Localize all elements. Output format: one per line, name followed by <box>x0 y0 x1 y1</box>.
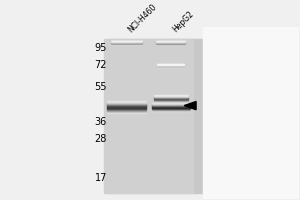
Text: 72: 72 <box>94 60 107 70</box>
Bar <box>106 112 146 113</box>
Bar <box>106 111 146 112</box>
Bar <box>152 110 190 111</box>
Bar <box>158 64 184 65</box>
Bar <box>106 101 146 102</box>
Bar <box>104 39 148 193</box>
Bar <box>152 108 190 109</box>
Bar <box>108 39 203 193</box>
Bar <box>152 106 190 107</box>
Bar <box>152 107 190 108</box>
Bar <box>106 107 146 108</box>
Bar <box>106 110 146 111</box>
Bar <box>106 104 146 105</box>
Bar <box>106 102 146 103</box>
Bar <box>152 104 190 105</box>
Bar <box>106 103 146 104</box>
Text: 28: 28 <box>94 134 107 144</box>
Text: 36: 36 <box>95 117 107 127</box>
Bar <box>106 109 146 110</box>
Bar <box>158 65 184 66</box>
Bar <box>2 27 108 199</box>
Bar <box>203 27 298 199</box>
Text: 95: 95 <box>94 43 107 53</box>
Bar <box>158 66 184 67</box>
Bar <box>106 108 146 109</box>
Bar <box>148 39 193 193</box>
Polygon shape <box>184 101 196 110</box>
Bar <box>152 105 190 106</box>
Bar <box>152 103 190 104</box>
Text: 55: 55 <box>94 82 107 92</box>
Text: HepG2: HepG2 <box>171 10 196 34</box>
Bar <box>106 105 146 106</box>
Text: 17: 17 <box>94 173 107 183</box>
Text: NCI-H460: NCI-H460 <box>126 2 158 34</box>
Bar <box>106 106 146 107</box>
